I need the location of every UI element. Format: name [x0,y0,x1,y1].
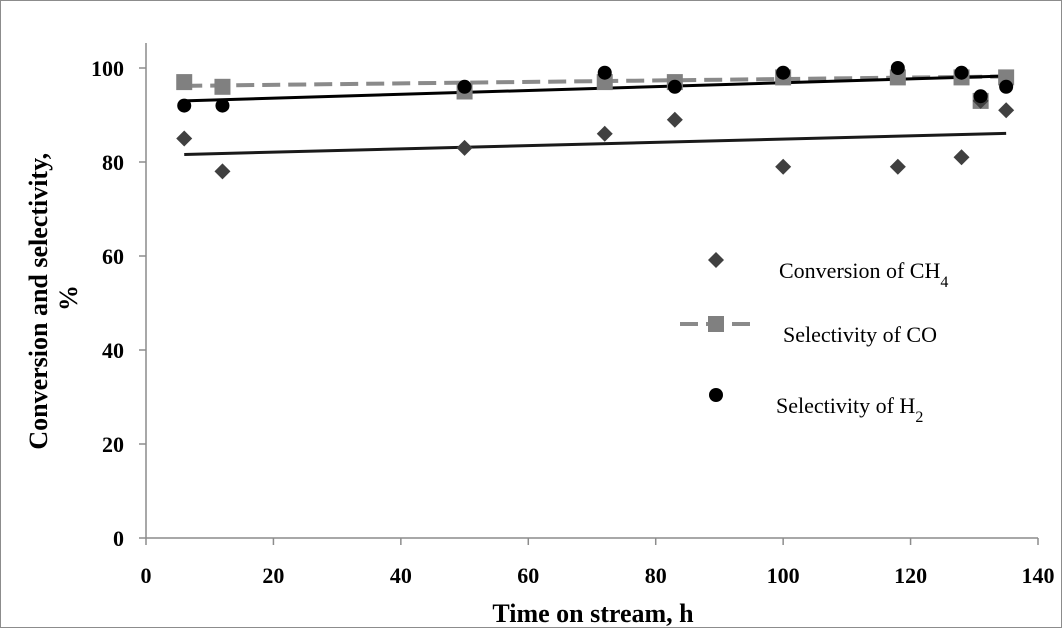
legend-marker-series-3 [709,388,723,402]
circle-point-series-3 [776,65,791,80]
y-tick-label: 80 [102,150,124,175]
trendlines [184,74,1007,156]
y-tick-label: 0 [113,526,124,551]
legend-label-series-2: Selectivity of CO [783,322,937,347]
y-tick-label: 100 [91,56,124,81]
data-points [176,61,1015,180]
trendline-series-1 [184,131,1007,156]
axes: 0 20 40 60 80 100 120 140 0 20 40 60 80 100 [91,43,1055,588]
y-tick-label: 40 [102,338,124,363]
x-axis-title: Time on stream, h [492,599,694,628]
y-axis-title-line-1: Conversion and selectivity, [24,153,53,450]
circle-point-series-3 [457,79,472,94]
y-axis-title: Conversion and selectivity, % [24,146,83,449]
diamond-point-series-1 [998,102,1015,119]
diamond-point-series-1 [953,149,970,166]
square-point-series-2 [214,78,231,95]
x-tick-label: 120 [894,563,927,588]
legend-label-series-3: Selectivity of H2 [776,393,923,426]
y-axis-title-line-2: % [54,285,83,311]
diamond-point-series-1 [775,158,792,175]
circle-point-series-3 [999,79,1014,94]
circle-point-series-3 [667,79,682,94]
x-tick-label: 0 [141,563,152,588]
legend-marker-series-2 [708,316,724,332]
legend-label-series-1: Conversion of CH4 [779,258,948,291]
y-tick-label: 20 [102,432,124,457]
x-tick-label: 80 [645,563,667,588]
diamond-point-series-1 [176,130,193,147]
diamond-point-series-1 [214,163,231,180]
circle-point-series-3 [177,98,192,113]
x-tick-label: 40 [390,563,412,588]
circle-point-series-3 [890,61,905,75]
diamond-point-series-1 [666,111,683,128]
square-point-series-2 [176,74,193,91]
diamond-point-series-1 [889,158,906,175]
circle-point-series-3 [973,89,988,104]
x-tick-label: 140 [1022,563,1055,588]
legend-marker-series-1 [708,252,724,268]
x-tick-label: 60 [517,563,539,588]
x-tick-label: 100 [767,563,800,588]
circle-point-series-3 [597,65,612,80]
y-tick-label: 60 [102,244,124,269]
circle-point-series-3 [215,98,230,113]
trendline-series-2 [184,74,1007,88]
legend: Conversion of CH4 Selectivity of CO Select… [680,252,948,426]
trendline-series-3 [184,74,1007,103]
circle-point-series-3 [954,65,969,80]
diamond-point-series-1 [456,139,473,156]
diamond-point-series-1 [596,125,613,142]
x-tick-label: 20 [262,563,284,588]
